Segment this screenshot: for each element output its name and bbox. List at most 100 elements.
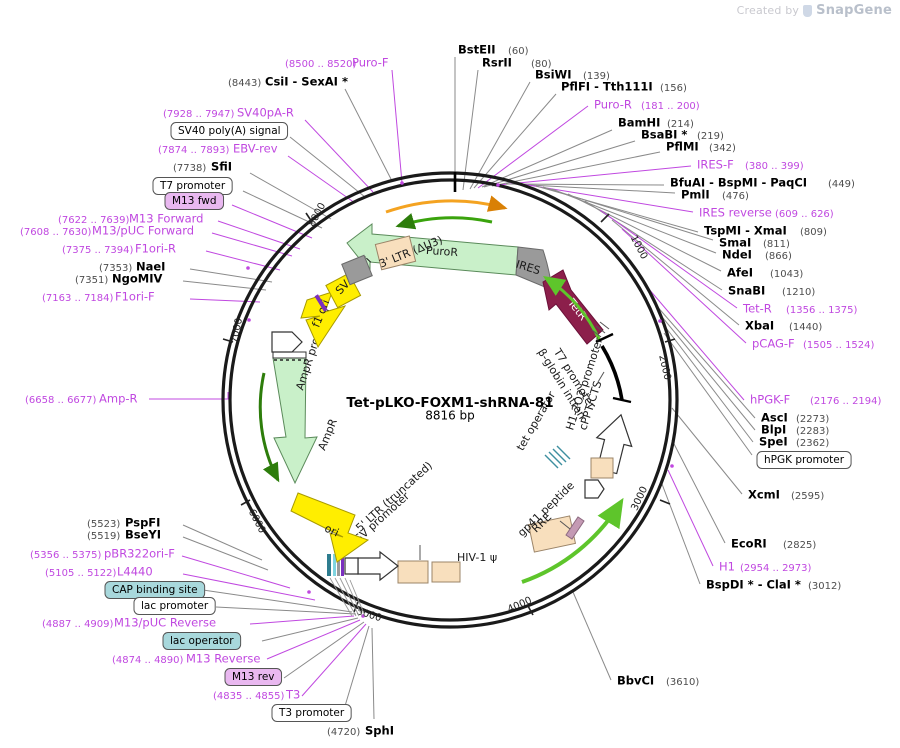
label-position-pcag-f: (1505 .. 1524) [803,340,875,351]
label-name-l4440[interactable]: L4440 [117,565,153,579]
label-position-m13-reverse: (4874 .. 4890) [112,655,184,666]
label-name-bsabi[interactable]: BsaBI * [641,128,687,142]
label-name-ngomiv[interactable]: NgoMIV [112,272,162,286]
label-name-puro-f[interactable]: Puro-F [352,56,389,70]
label-name-m13-forward[interactable]: M13 Forward [129,212,203,226]
cassette-fan-lines [329,577,366,617]
label-name-amp-r[interactable]: Amp-R [99,392,138,406]
feature-label-ori: ori [322,522,340,540]
label-position-snabi: (1210) [782,287,815,298]
label-position-bspdi-clai: (3012) [808,581,841,592]
feature-arc-orange [385,195,508,214]
label-name-asci[interactable]: AscI [761,411,788,425]
label-text-cap-binding-site: CAP binding site [112,584,198,596]
label-position-ndei: (866) [765,251,792,262]
black-arc-cap-end [612,396,632,404]
label-name-sphi[interactable]: SphI [365,724,394,738]
feature-label-HIV-1-psi: HIV-1 ψ [457,551,497,564]
label-position-pspfi: (5523) [87,519,120,530]
label-name-h1[interactable]: H1 [719,560,735,574]
label-position-bseyi: (5519) [87,531,120,542]
feature-label-PuroR: PuroR [426,244,459,259]
label-name-naei[interactable]: NaeI [136,260,165,274]
label-name-f1ori-r[interactable]: F1ori-R [135,242,176,256]
label-position-sphi: (4720) [327,727,360,738]
label-position-tspmi-xmai: (809) [800,227,827,238]
feature-arc-green-ampr [258,372,280,483]
label-name-snabi[interactable]: SnaBI [728,284,765,298]
label-name-csii-sexai[interactable]: CsiI - SexAI * [265,75,348,89]
label-name-pflmi[interactable]: PflMI [666,140,699,154]
label-name-m13-reverse[interactable]: M13 Reverse [186,652,260,666]
label-name-m13-puc-reverse[interactable]: M13/pUC Reverse [114,616,216,630]
label-position-puro-f: (8500 .. 8520) [285,59,357,70]
label-name-tet-r[interactable]: Tet-R [742,302,772,316]
label-name-spei[interactable]: SpeI [759,435,788,449]
label-position-xcmi: (2595) [791,491,824,502]
feature-arc-green-bottom [521,497,624,584]
label-position-h1: (2954 .. 2973) [740,563,812,574]
label-name-blpi[interactable]: BlpI [761,423,786,437]
feature-ori: ori [290,492,370,563]
label-name-pspfi[interactable]: PspFI [125,516,160,530]
label-text-hpgk-promoter: hPGK promoter [764,454,845,466]
label-name-ires-reverse[interactable]: IRES reverse [699,206,772,220]
label-name-f1ori-f[interactable]: F1ori-F [115,290,155,304]
label-name-pmli[interactable]: PmlI [681,188,710,202]
label-name-bspdi-clai[interactable]: BspDI * - ClaI * [706,578,801,592]
label-name-afei[interactable]: AfeI [727,266,753,280]
label-box-m13-rev[interactable] [224,668,283,686]
label-box-t3-promoter[interactable] [271,704,352,722]
label-text-lac-operator: lac operator [170,635,234,647]
label-box-sv40-poly-a-signal[interactable] [170,122,289,140]
label-box-hpgk-promoter[interactable] [756,451,852,469]
label-position-ebv-rev: (7874 .. 7893) [158,145,230,156]
label-name-puro-r[interactable]: Puro-R [594,98,632,112]
label-text-t3-promoter: T3 promoter [278,707,345,719]
label-name-sv40pa-r[interactable]: SV40pA-R [237,106,294,120]
label-name-xcmi[interactable]: XcmI [748,488,780,502]
label-name-bbvci[interactable]: BbvCI [617,674,654,688]
label-name-bseyi[interactable]: BseYI [125,528,161,542]
label-name-ndei[interactable]: NdeI [722,248,752,262]
label-position-m13-forward: (7622 .. 7639) [58,215,130,226]
label-name-rsrii[interactable]: RsrII [482,56,512,70]
label-name-sfii[interactable]: SfiI [211,160,232,174]
label-name-hpgk-f[interactable]: hPGK-F [750,393,790,407]
label-position-tet-r: (1356 .. 1375) [786,305,858,316]
label-name-bamhi[interactable]: BamHI [618,116,660,130]
leader-lines-right [454,57,756,681]
label-name-bfuai-bspmi-paqci[interactable]: BfuAI - BspMI - PaqCI [670,176,807,190]
label-box-lac-promoter[interactable] [133,597,216,615]
label-name-ecori[interactable]: EcoRI [731,537,767,551]
left-label-group: (8500 .. 8520)Puro-F (8443) CsiI - SexAI *… [20,56,394,739]
label-position-t3: (4835 .. 4855) [213,691,285,702]
label-name-bsiwi[interactable]: BsiWI [535,68,572,82]
label-name-m13-puc-forward[interactable]: M13/pUC Forward [92,224,194,238]
label-name-smai[interactable]: SmaI [719,236,751,250]
ruler-tick-2000: 2000 [656,354,672,381]
feature-label-AmpR: AmpR [316,417,340,453]
label-name-pcag-f[interactable]: pCAG-F [752,337,795,351]
label-name-t3[interactable]: T3 [285,688,300,702]
feature-arc-black [600,345,624,401]
label-position-pbr322ori-f: (5356 .. 5375) [30,550,102,561]
feature-box-grey [341,254,373,286]
label-name-ires-f[interactable]: IRES-F [697,158,734,172]
label-name-bsteii[interactable]: BstEII [458,43,496,57]
label-position-l4440: (5105 .. 5122) [45,568,117,579]
label-name-pflfi-tth111i[interactable]: PflFI - Tth111I [561,80,653,94]
label-name-pbr322ori-f[interactable]: pBR322ori-F [104,547,175,561]
label-name-xbai[interactable]: XbaI [745,319,774,333]
label-name-ebv-rev[interactable]: EBV-rev [233,142,278,156]
label-position-pflfi-tth111i: (156) [660,83,687,94]
label-position-rsrii: (80) [531,59,552,70]
label-position-naei: (7353) [99,263,132,274]
label-box-lac-operator[interactable] [162,632,242,650]
label-position-bfuai-bspmi-paqci: (449) [828,179,855,190]
label-position-bbvci: (3610) [666,677,699,688]
label-box-m13-fwd[interactable] [164,192,225,210]
label-name-tspmi-xmai[interactable]: TspMI - XmaI [704,224,787,238]
label-position-bsteii: (60) [508,46,529,57]
